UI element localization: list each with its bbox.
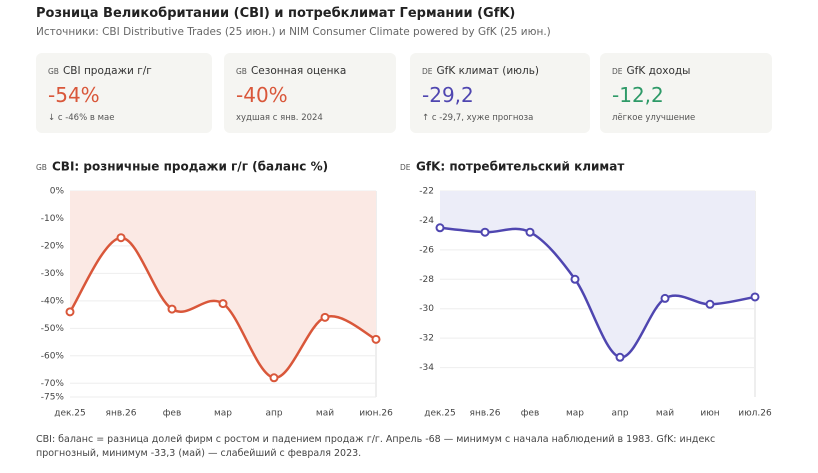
- card-value: -54%: [48, 83, 100, 107]
- point: [570, 274, 580, 284]
- y-tick-label: -28: [419, 275, 434, 285]
- chart-title: CBI: розничные продажи г/г (баланс %): [52, 160, 328, 174]
- point: [167, 304, 177, 314]
- card-flag: GB: [48, 67, 59, 76]
- y-tick-label: -75%: [41, 393, 65, 403]
- x-tick-label: май: [316, 409, 334, 419]
- x-tick-label: июн.26: [359, 409, 393, 419]
- area: [70, 191, 376, 378]
- x-tick-label: апр: [265, 409, 282, 419]
- x-tick-label: фев: [163, 409, 182, 419]
- y-tick-label: -22: [419, 187, 434, 197]
- card-label: Сезонная оценка: [250, 65, 347, 77]
- chart-flag: GB: [36, 163, 47, 172]
- point: [269, 373, 279, 383]
- x-tick-label: дек.25: [424, 409, 456, 419]
- y-tick-label: -70%: [41, 379, 65, 389]
- point: [480, 227, 490, 237]
- point: [116, 233, 126, 243]
- card-label-row: GB Сезонная оценка: [236, 65, 384, 77]
- card-label: GfK доходы: [626, 65, 691, 77]
- card-flag: DE: [422, 67, 433, 76]
- point: [615, 352, 625, 362]
- point: [660, 293, 670, 303]
- point: [65, 307, 75, 317]
- y-tick-label: -40%: [41, 296, 65, 306]
- card-flag: DE: [612, 67, 623, 76]
- point: [705, 299, 715, 309]
- x-tick-label: фев: [521, 409, 540, 419]
- x-tick-label: янв.26: [106, 409, 137, 419]
- y-tick-label: -26: [419, 245, 434, 255]
- x-tick-label: янв.26: [470, 409, 501, 419]
- card-label: GfK климат (июль): [436, 65, 540, 77]
- title: Розница Великобритании (CBI) и потребкли…: [36, 6, 516, 21]
- kpi-card: GB CBI продажи г/г -54% ↓ с -46% в мае: [36, 53, 212, 133]
- x-tick-label: июн: [700, 409, 719, 419]
- y-tick-label: -34: [419, 363, 434, 373]
- x-tick-label: мар: [566, 409, 584, 419]
- y-tick-label: -10%: [41, 214, 65, 224]
- x-tick-label: апр: [611, 409, 628, 419]
- point: [371, 334, 381, 344]
- card-label-row: DE GfK климат (июль): [422, 65, 578, 77]
- x-tick-label: мар: [214, 409, 232, 419]
- y-tick-label: -24: [419, 216, 434, 226]
- kpi-card: DE GfK климат (июль) -29,2 ↑ с -29,7, хуже …: [410, 53, 590, 133]
- x-tick-label: дек.25: [54, 409, 86, 419]
- footnote: CBI: баланс = разница долей фирм с росто…: [36, 434, 716, 459]
- y-tick-label: 0%: [50, 187, 65, 197]
- point: [750, 292, 760, 302]
- y-tick-label: -20%: [41, 241, 65, 251]
- card-label: CBI продажи г/г: [62, 65, 152, 77]
- x-tick-label: июл.26: [738, 409, 772, 419]
- card-value: -12,2: [612, 83, 664, 107]
- chart-flag: DE: [400, 163, 411, 172]
- x-tick-label: май: [656, 409, 674, 419]
- y-tick-label: -50%: [41, 324, 65, 334]
- kpi-card: DE GfK доходы -12,2 лёгкое улучшение: [600, 53, 772, 133]
- chart-title: GfK: потребительский климат: [416, 160, 624, 174]
- card-label-row: GB CBI продажи г/г: [48, 65, 200, 77]
- kpi-card: GB Сезонная оценка -40% худшая с янв. 2024: [224, 53, 396, 133]
- point: [525, 227, 535, 237]
- point: [435, 223, 445, 233]
- y-tick-label: -60%: [41, 351, 65, 361]
- subtitle: Источники: CBI Distributive Trades (25 и…: [36, 26, 551, 38]
- y-tick-label: -30%: [41, 269, 65, 279]
- card-value: -40%: [236, 83, 288, 107]
- point: [218, 299, 228, 309]
- line: [439, 226, 756, 359]
- card-label-row: DE GfK доходы: [612, 65, 760, 77]
- card-note: ↓ с -46% в мае: [48, 113, 115, 123]
- y-tick-label: -32: [419, 334, 434, 344]
- y-tick-label: -30: [419, 304, 434, 314]
- card-note: худшая с янв. 2024: [236, 113, 323, 123]
- card-note: ↑ с -29,7, хуже прогноза: [422, 113, 534, 123]
- area: [440, 191, 755, 358]
- point: [320, 312, 330, 322]
- card-flag: GB: [236, 67, 247, 76]
- card-note: лёгкое улучшение: [612, 113, 696, 123]
- card-value: -29,2: [422, 83, 474, 107]
